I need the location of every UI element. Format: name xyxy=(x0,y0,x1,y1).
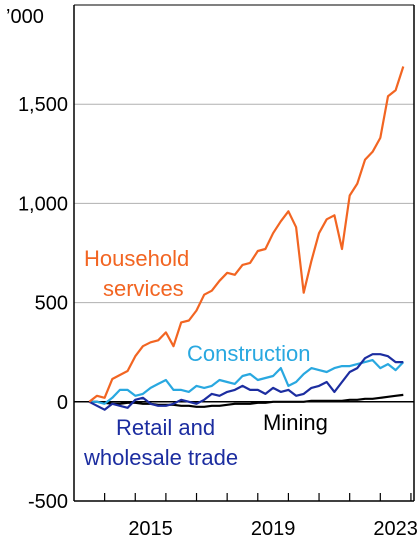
series-lines xyxy=(88,66,405,411)
x-axis-ticks: 2015 2019 2023 xyxy=(104,493,418,540)
retail-label-line1: Retail and xyxy=(116,415,215,440)
mining-label: Mining xyxy=(263,410,328,435)
household-services-label-line2: services xyxy=(103,276,184,301)
y-tick-label-500: 500 xyxy=(35,293,68,315)
series-line-mining xyxy=(89,393,404,408)
y-axis-ticks: 1,500 1,000 500 0 -500 xyxy=(18,94,68,513)
y-unit-label: ’000 xyxy=(6,6,44,28)
construction-label: Construction xyxy=(187,341,311,366)
retail-label-line2: wholesale trade xyxy=(83,445,238,470)
label-retail-wholesale: Retail and wholesale trade xyxy=(83,415,238,470)
x-tick-label-2023: 2023 xyxy=(373,518,418,540)
household-services-label-line1: Household xyxy=(84,246,189,271)
series-line-household-services xyxy=(88,66,405,403)
x-tick-label-2019: 2019 xyxy=(251,518,296,540)
y-tick-label-1000: 1,000 xyxy=(18,193,68,215)
y-tick-label-0: 0 xyxy=(57,392,68,414)
label-household-services: Household services xyxy=(84,246,189,301)
y-tick-label-1500: 1,500 xyxy=(18,94,68,116)
y-tick-label--500: -500 xyxy=(28,491,68,513)
series-line-retail-and-wholesale-trade xyxy=(88,353,404,411)
x-tick-label-2015: 2015 xyxy=(128,518,173,540)
series-line-construction xyxy=(89,359,405,405)
